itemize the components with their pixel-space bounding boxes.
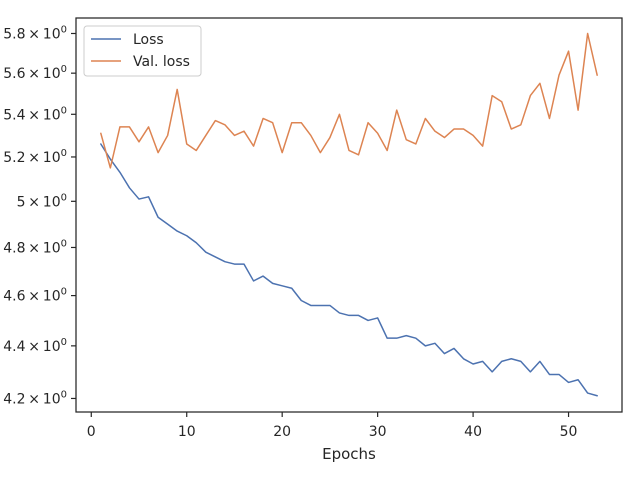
y-tick-label: 4.2 × 100 xyxy=(3,389,67,407)
series-line-val-loss xyxy=(100,32,598,169)
y-tick-label: 4.8 × 100 xyxy=(3,238,67,256)
y-tick-label: 5.4 × 100 xyxy=(3,105,67,123)
legend: Loss Val. loss xyxy=(83,25,202,77)
x-tick-label: 0 xyxy=(87,424,96,440)
plot-frame xyxy=(75,17,623,413)
x-axis-ticks: 0 10 20 30 40 50 xyxy=(87,412,578,440)
y-tick-label: 5.6 × 100 xyxy=(3,64,67,82)
y-tick-label: 5.8 × 100 xyxy=(3,24,67,42)
x-tick-label: 50 xyxy=(560,424,578,440)
x-tick-label: 30 xyxy=(369,424,387,440)
legend-label: Val. loss xyxy=(133,54,190,70)
y-tick-label: 5 × 100 xyxy=(17,192,67,210)
x-tick-label: 40 xyxy=(464,424,482,440)
y-tick-label: 4.6 × 100 xyxy=(3,287,67,305)
y-tick-label: 4.4 × 100 xyxy=(3,337,67,355)
x-axis-label: Epochs xyxy=(322,445,376,463)
x-tick-label: 20 xyxy=(273,424,291,440)
x-tick-label: 10 xyxy=(178,424,196,440)
series-line-loss xyxy=(100,143,598,397)
y-tick-label: 5.2 × 100 xyxy=(3,148,67,166)
series-layer xyxy=(100,32,598,397)
y-axis-ticks: 4.2 × 100 4.4 × 100 4.6 × 100 4.8 × 100 5 × … xyxy=(3,24,76,407)
legend-label: Loss xyxy=(133,32,164,48)
